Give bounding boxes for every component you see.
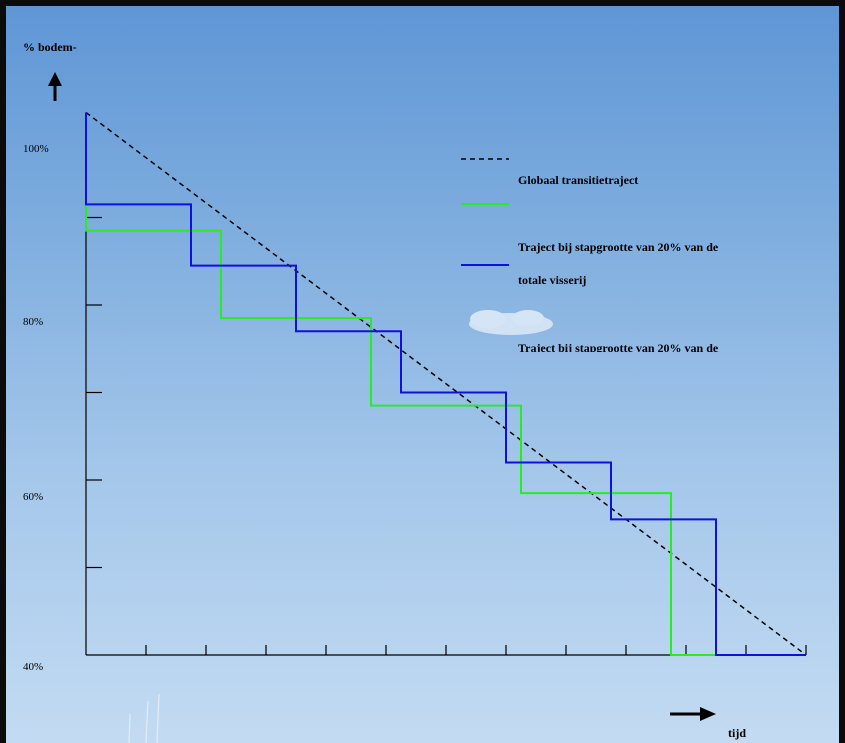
pole-decoration <box>128 693 160 743</box>
y-arrow-icon <box>48 72 62 101</box>
legend-label-step-2: totale visserij <box>518 273 586 287</box>
y-tick-label-100: 100% <box>23 143 49 155</box>
cloud-decoration <box>469 310 553 335</box>
y-axis-label: % bodem- <box>23 40 77 54</box>
chart-frame: % bodem- tijd 100% 80% 60% 40% Globaal tran… <box>6 6 839 743</box>
legend-label-step-1: Traject bij stapgrootte van 20% van de <box>518 240 719 254</box>
series-green-step <box>85 191 806 656</box>
y-tick-label-80: 80% <box>23 316 43 328</box>
y-tick-label-40: 40% <box>23 661 43 673</box>
legend: Globaal transitietraject Traject bij sta… <box>461 158 719 355</box>
series-global-dashed <box>85 111 807 656</box>
y-tick-label-60: 60% <box>23 491 43 503</box>
x-axis-label: tijd <box>728 726 746 740</box>
series-blue-step <box>85 112 806 656</box>
legend-label-step-3: Traject bij stapgrootte van 20% van de <box>518 341 719 355</box>
step-chart: % bodem- tijd 100% 80% 60% 40% Globaal tran… <box>23 40 807 743</box>
x-arrow-icon <box>670 707 716 721</box>
legend-label-global: Globaal transitietraject <box>518 173 638 187</box>
